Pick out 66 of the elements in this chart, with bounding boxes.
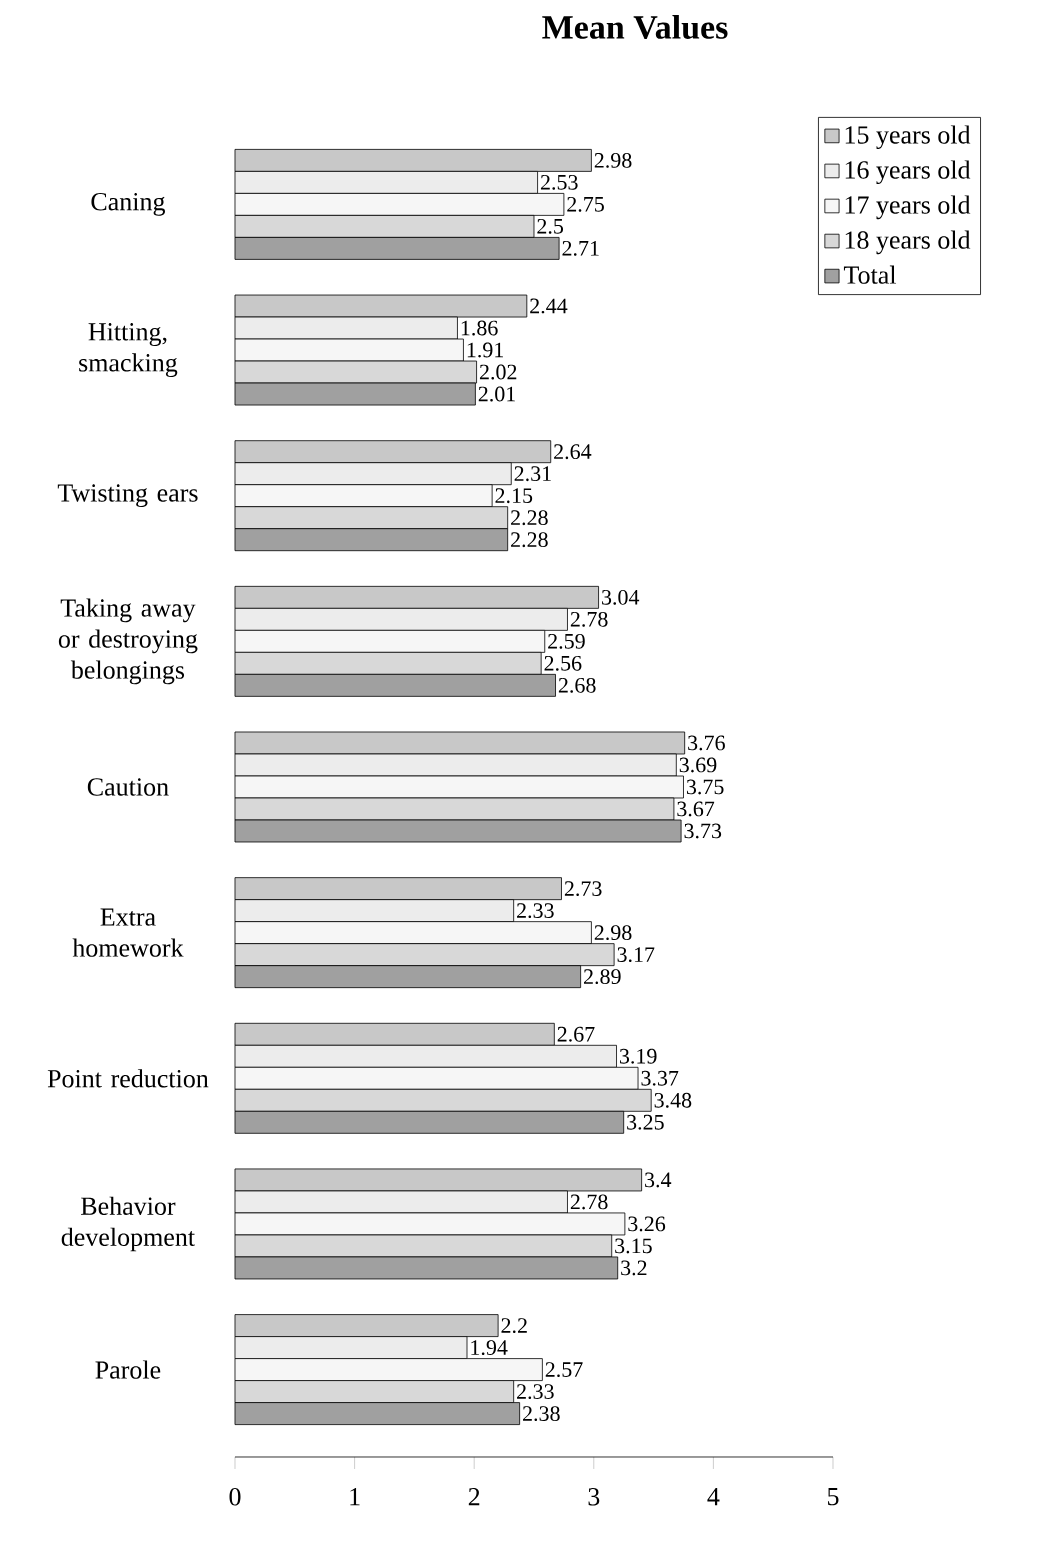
legend-label: 18 years old	[845, 230, 971, 255]
data-label: 3.75	[686, 779, 724, 795]
data-label: 2.78	[570, 611, 608, 627]
x-tick-label: 1	[350, 1488, 360, 1506]
data-label: 2.71	[562, 240, 599, 256]
data-label: 1.91	[467, 342, 503, 358]
y-tick-label: Twisting ears	[57, 484, 198, 508]
x-tick-label: 0	[229, 1488, 241, 1506]
data-label: 3.17	[617, 947, 655, 963]
y-tick-label: Point reduction	[47, 1069, 209, 1088]
data-label: 2.01	[478, 386, 515, 402]
data-label: 2.31	[514, 466, 551, 482]
data-label: 3.4	[645, 1172, 672, 1188]
data-label: 2.59	[548, 633, 585, 649]
data-label: 3.15	[615, 1238, 652, 1254]
data-label: 2.53	[540, 174, 578, 190]
x-tick-label: 2	[468, 1488, 480, 1506]
data-label: 2.73	[564, 881, 602, 897]
y-tick-label: Parole	[95, 1360, 161, 1379]
data-label: 2.56	[544, 655, 582, 671]
data-label: 2.78	[570, 1194, 608, 1210]
data-label: 2.5	[537, 218, 564, 234]
data-label: 2.64	[554, 444, 592, 460]
data-label: 2.15	[495, 488, 533, 504]
data-label: 2.33	[517, 903, 554, 919]
data-label: 2.57	[545, 1362, 583, 1378]
data-label: 3.37	[641, 1070, 679, 1086]
data-label: 3.26	[628, 1216, 666, 1232]
data-label: 3.73	[684, 823, 722, 839]
y-tick-label: Hitting, smacking	[79, 323, 178, 377]
legend-label: 16 years old	[845, 160, 971, 185]
legend-label: 17 years old	[845, 195, 971, 220]
data-label: 3.76	[688, 735, 725, 751]
data-label: 2.68	[558, 677, 596, 693]
y-tick-label: Behavior development	[61, 1196, 195, 1252]
data-label: 3.48	[654, 1092, 692, 1108]
y-tick-label: Taking away or destroying belongings	[58, 598, 198, 685]
data-label: 2.28	[511, 510, 548, 526]
data-label: 2.67	[557, 1026, 595, 1042]
data-label: 2.2	[501, 1318, 527, 1334]
data-label: 3.19	[619, 1048, 657, 1064]
data-label: 2.38	[523, 1406, 560, 1422]
x-tick-label: 4	[707, 1488, 720, 1506]
y-tick-label: Caning	[91, 192, 165, 216]
y-tick-label: Extra homework	[72, 908, 184, 957]
data-label: 2.44	[530, 298, 568, 314]
data-label: 2.28	[511, 532, 548, 548]
x-tick-label: 5	[827, 1488, 839, 1506]
data-label: 3.69	[679, 757, 717, 773]
data-label: 2.98	[594, 925, 632, 941]
data-label: 2.89	[584, 969, 621, 985]
data-label: 2.75	[567, 196, 604, 212]
data-label: 1.94	[471, 1340, 508, 1356]
legend-label: Total	[843, 265, 897, 284]
data-label: 3.04	[602, 589, 640, 605]
data-label: 3.25	[627, 1114, 664, 1130]
data-label: 2.02	[479, 364, 517, 380]
data-label: 1.86	[461, 320, 498, 336]
data-label: 3.2	[621, 1260, 647, 1276]
legend-label: 15 years old	[845, 125, 971, 150]
chart-title: Mean Values	[542, 14, 728, 40]
data-label: 2.98	[594, 152, 632, 168]
y-tick-label: Caution	[87, 778, 169, 796]
data-label: 2.33	[517, 1384, 554, 1400]
data-label: 3.67	[677, 801, 715, 817]
x-tick-label: 3	[588, 1488, 600, 1506]
